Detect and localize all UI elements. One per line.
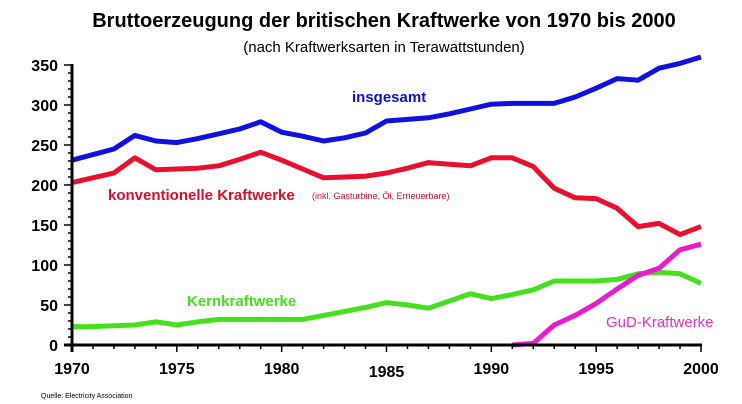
series-label-insgesamt: insgesamt <box>352 89 426 106</box>
chart-subtitle: (nach Kraftwerksarten in Terawattstunden… <box>243 39 525 56</box>
series-label-gud: GuD-Kraftwerke <box>606 314 714 331</box>
series-line-kernkraftwerke <box>72 269 703 330</box>
y-ticks: 0 50 100 150 200 250 300 350 <box>31 58 72 355</box>
series-note-konventionelle: (inkl. Gasturbine. Öl, Erneuerbare) <box>312 191 450 201</box>
series-line-insgesamt <box>71 54 702 163</box>
y-tick-label: 50 <box>40 298 58 315</box>
y-tick-label: 250 <box>31 138 58 155</box>
series-label-konventionelle: konventionelle Kraftwerke <box>108 187 295 204</box>
source-note: Quelle: Electricity Association <box>41 393 133 400</box>
x-tick-label: 1995 <box>578 361 614 378</box>
series-layer <box>71 54 703 348</box>
x-tick-label: 1970 <box>54 361 90 378</box>
series-label-kernkraftwerke: Kernkraftwerke <box>187 293 296 310</box>
series-line-gud-kraftwerke <box>512 241 702 348</box>
x-tick-label: 2000 <box>683 361 719 378</box>
chart-title: Bruttoerzeugung der britischen Kraftwerk… <box>92 10 676 32</box>
y-tick-label: 300 <box>31 98 58 115</box>
x-tick-label: 1985 <box>369 364 405 381</box>
y-tick-label: 150 <box>31 218 58 235</box>
x-tick-label: 1975 <box>159 361 195 378</box>
y-tick-label: 100 <box>31 258 58 275</box>
y-tick-label: 0 <box>49 338 58 355</box>
axes <box>64 64 702 352</box>
x-tick-label: 1990 <box>474 361 510 378</box>
y-tick-label: 350 <box>31 58 58 75</box>
x-tick-label: 1980 <box>264 361 300 378</box>
y-tick-label: 200 <box>31 178 58 195</box>
series-line-konventionelle-kraftwerke <box>71 149 702 238</box>
x-ticks: 1970 1975 1980 1985 1990 1995 2000 <box>54 345 719 381</box>
